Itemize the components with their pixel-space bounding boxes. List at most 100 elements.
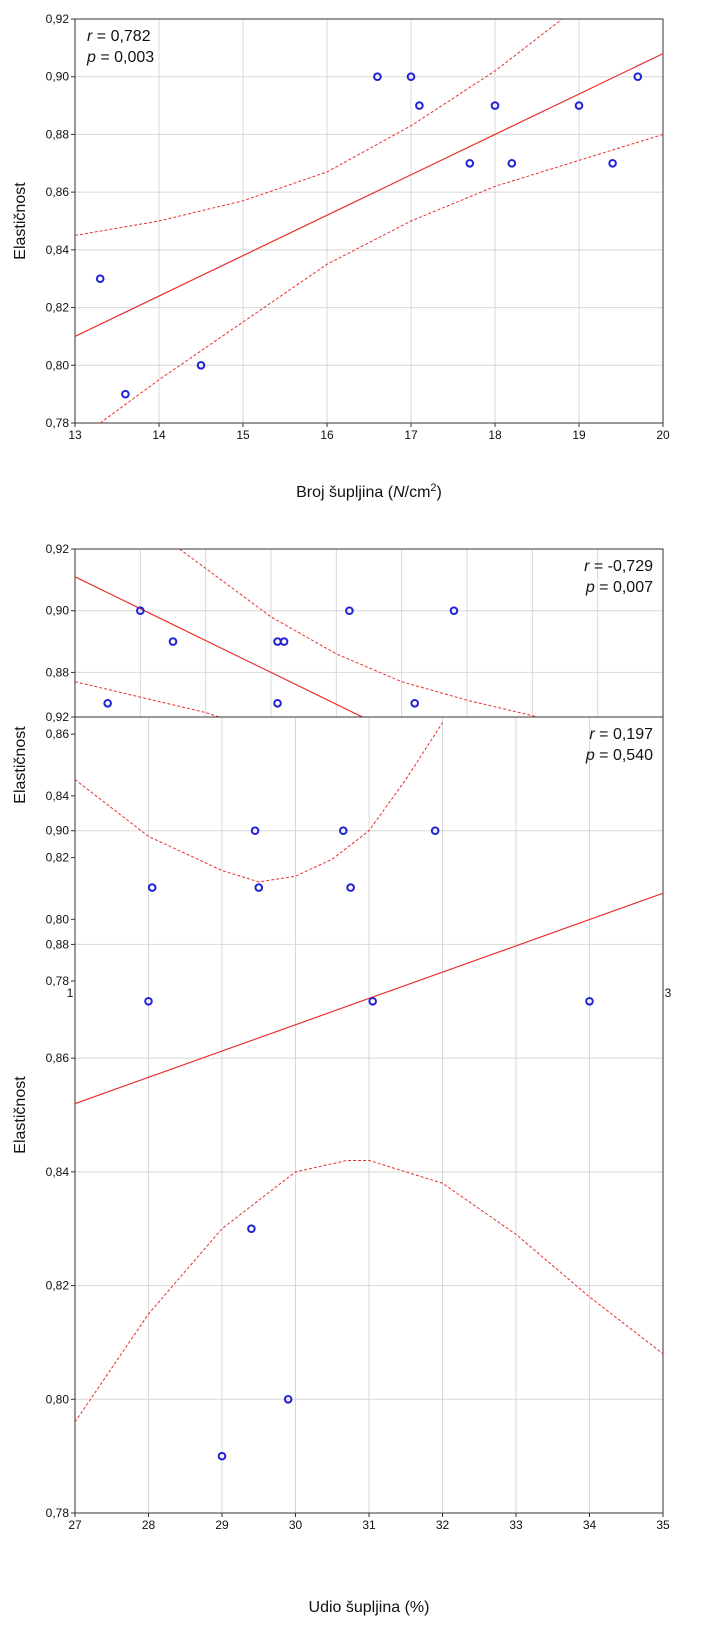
data-point [95,274,105,284]
y-axis-label: Elastičnost [12,182,29,260]
data-point [415,101,424,110]
data-point [247,1224,256,1234]
fit-line [75,53,663,337]
x-tick-label: 31 [362,1518,376,1532]
confidence-band [99,133,663,423]
data-point [144,996,153,1006]
data-point [196,360,206,370]
x-tick-label: 17 [404,428,418,442]
data-point [608,158,617,168]
annotation-text: = 0,007 [595,579,653,596]
data-point [585,996,594,1006]
y-tick-label: 0,90 [46,70,70,84]
y-tick-label: 0,80 [46,1392,70,1406]
plot-frame [74,716,664,1514]
x-axis-label-part: ) [437,484,442,501]
y-tick-label: 0,82 [46,851,70,865]
y-tick-label: 0,88 [46,665,70,679]
data-point [490,101,500,110]
x-tick-label: 33 [509,1518,523,1532]
data-point [345,606,354,616]
x-tick-label: 29 [215,1518,229,1532]
data-point [168,637,178,646]
plot-frame [74,18,664,424]
annotation-text: = 0,197 [595,726,653,743]
y-axis-label: Elastičnost [12,726,29,804]
y-tick-label: 0,92 [46,542,70,556]
annotation-symbol: p [86,49,96,66]
x-tick-label: 30 [289,1518,303,1532]
data-point [406,72,416,82]
data-point [368,996,377,1006]
data-point [250,826,260,836]
data-point [507,158,517,168]
x-axis-label-part: 2 [430,482,436,494]
x-tick-label: 19 [572,428,586,442]
annotation-text: = -0,729 [589,558,653,575]
confidence-band [75,19,563,236]
data-point [338,826,348,836]
data-point [103,698,112,708]
annotation-text: = 0,003 [96,49,154,66]
annotation: r = 0,782 [87,28,151,45]
annotation-symbol: p [585,747,595,764]
y-axis-label: Elastičnost [12,1076,29,1154]
x-axis-label-part: Broj šupljina ( [296,484,394,501]
y-tick-label: 0,88 [46,127,70,141]
data-point [465,158,475,168]
y-tick-label: 0,90 [46,604,70,618]
data-point [373,72,382,82]
annotation-symbol: r [584,558,590,575]
data-point [279,637,289,646]
data-point [574,101,584,110]
y-tick-label: 0,82 [46,1279,70,1293]
annotation-symbol: r [589,726,595,743]
data-point [254,883,264,892]
y-tick-label: 0,92 [46,12,70,26]
data-point [136,606,145,616]
x-axis-label-part: /cm [405,484,431,501]
y-tick-label: 0,80 [46,358,70,372]
annotation: r = -0,729 [584,558,653,575]
y-tick-label: 0,80 [46,912,70,926]
annotation: p = 0,007 [585,579,653,596]
y-tick-label: 0,86 [46,185,70,199]
x-tick-label: 32 [436,1518,450,1532]
chart: 0,78 0,80 0,82 0,84 0,86 0,88 0,90 0,92 13 14 15 16… [12,12,670,501]
y-tick-label: 0,78 [46,416,70,430]
x-tick-label: 34 [583,1518,597,1532]
x-tick-label: 28 [142,1518,156,1532]
y-tick-label: 0,84 [46,789,70,803]
data-point [283,1394,293,1404]
annotation: r = 0,197 [589,726,653,743]
chart: 0,78 0,80 0,82 0,84 0,86 0,88 0,90 0,92 27 28 29 30… [12,710,670,1616]
data-point [121,389,130,399]
x-axis-label-part: N [393,484,405,501]
data-point [449,606,459,616]
y-tick-label: 0,78 [46,974,70,988]
annotation: p = 0,540 [585,747,653,764]
x-axis-label: Broj šupljina (N/cm2) [296,482,442,501]
y-tick-label: 0,84 [46,1165,70,1179]
x-axis-label-part: Udio šupljina (%) [309,1599,430,1616]
data-point [273,698,282,708]
x-axis-label: Udio šupljina (%) [309,1599,430,1616]
data-point [147,883,157,892]
x-tick-label: 16 [320,428,334,442]
annotation-text: = 0,782 [92,28,150,45]
annotation-symbol: r [87,28,93,45]
confidence-band [75,1159,663,1423]
y-tick-label: 0,86 [46,1051,70,1065]
y-tick-label: 0,84 [46,243,70,257]
x-tick-label: 35 [656,1518,670,1532]
x-tick-label: 14 [152,428,166,442]
y-tick-label: 0,92 [46,710,70,724]
y-tick-label: 0,78 [46,1506,70,1520]
data-point [430,826,440,836]
data-point [346,883,355,892]
y-tick-label: 0,86 [46,727,70,741]
y-tick-label: 0,88 [46,937,70,951]
x-tick-label: 27 [68,1518,82,1532]
data-point [410,698,420,708]
